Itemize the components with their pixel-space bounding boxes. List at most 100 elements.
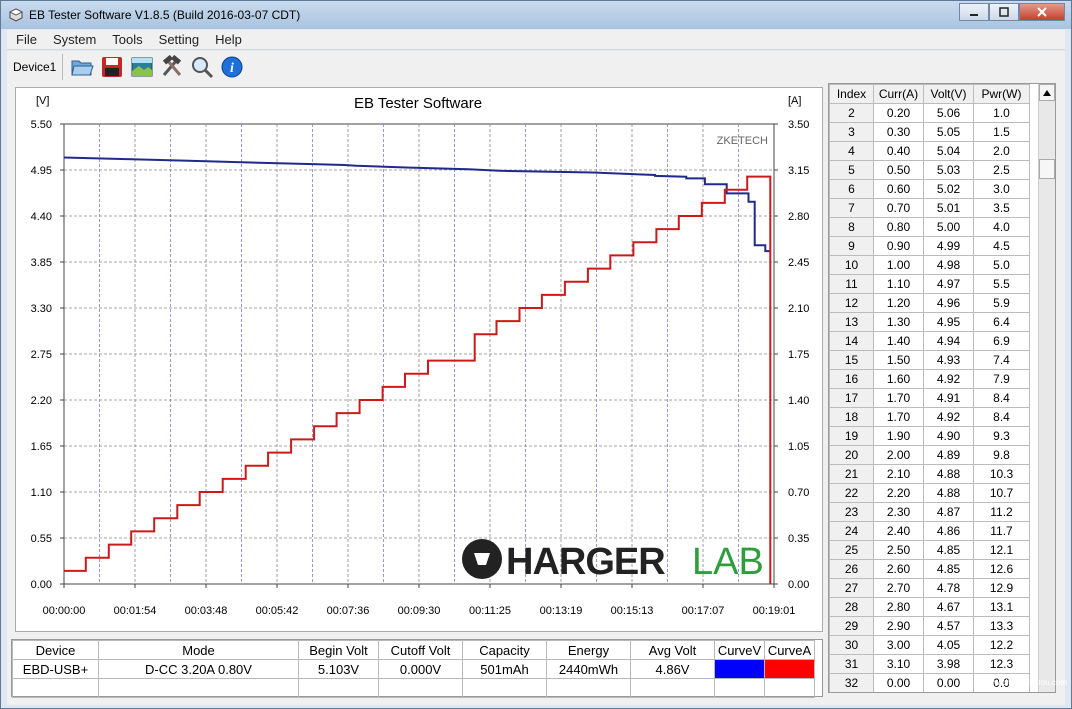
cell-index: 4 xyxy=(829,141,874,161)
x-tick-label: 00:15:13 xyxy=(611,605,654,617)
cell-curr: 1.20 xyxy=(873,293,924,313)
cell-index: 32 xyxy=(829,673,874,692)
table-row[interactable]: 26 2.60 4.85 12.6 xyxy=(829,559,1030,579)
cell-index: 17 xyxy=(829,388,874,408)
menu-setting[interactable]: Setting xyxy=(158,32,200,47)
cell-index: 18 xyxy=(829,407,874,427)
table-row[interactable]: 13 1.30 4.95 6.4 xyxy=(829,312,1030,332)
app-icon xyxy=(9,8,23,22)
summary-begin-volt: 5.103V xyxy=(298,659,379,679)
cell-volt: 4.90 xyxy=(923,426,974,446)
scroll-thumb[interactable] xyxy=(1039,159,1055,179)
table-row[interactable]: 18 1.70 4.92 8.4 xyxy=(829,407,1030,427)
menu-help[interactable]: Help xyxy=(215,32,242,47)
table-row[interactable]: 24 2.40 4.86 11.7 xyxy=(829,521,1030,541)
menu-bar: File System Tools Setting Help xyxy=(7,30,1065,50)
y-tick-label-right: 2.10 xyxy=(788,303,809,315)
cell-pwr: 8.4 xyxy=(973,388,1030,408)
table-row[interactable]: 12 1.20 4.96 5.9 xyxy=(829,293,1030,313)
cell-curr: 2.80 xyxy=(873,597,924,617)
image-button[interactable] xyxy=(128,53,156,81)
menu-file[interactable]: File xyxy=(16,32,37,47)
cell-pwr: 4.5 xyxy=(973,236,1030,256)
cell-volt: 4.93 xyxy=(923,350,974,370)
table-row[interactable]: 5 0.50 5.03 2.5 xyxy=(829,160,1030,180)
zoom-button[interactable] xyxy=(188,53,216,81)
table-row[interactable]: 8 0.80 5.00 4.0 xyxy=(829,217,1030,237)
cell-volt: 4.85 xyxy=(923,540,974,560)
table-row[interactable]: 16 1.60 4.92 7.9 xyxy=(829,369,1030,389)
title-bar[interactable]: EB Tester Software V1.8.5 (Build 2016-03… xyxy=(1,1,1071,29)
table-row[interactable]: 25 2.50 4.85 12.1 xyxy=(829,540,1030,560)
open-button[interactable] xyxy=(68,53,96,81)
close-button[interactable] xyxy=(1019,3,1065,21)
cell-curr: 1.00 xyxy=(873,255,924,275)
col-header-volt[interactable]: Volt(V) xyxy=(923,84,974,104)
summary-table: Device Mode Begin Volt Cutoff Volt Capac… xyxy=(12,640,815,698)
table-row[interactable]: 6 0.60 5.02 3.0 xyxy=(829,179,1030,199)
scroll-up-button[interactable] xyxy=(1039,84,1055,101)
cell-curr: 0.60 xyxy=(873,179,924,199)
chart-panel: [V] [A] EB Tester Software 5.50 4.95 4.40 3… xyxy=(15,87,823,632)
cell-volt: 4.98 xyxy=(923,255,974,275)
curvev-color-swatch[interactable] xyxy=(714,659,765,679)
x-tick-label: 00:09:30 xyxy=(398,605,441,617)
cell-pwr: 1.5 xyxy=(973,122,1030,142)
cell-index: 13 xyxy=(829,312,874,332)
col-header-pwr[interactable]: Pwr(W) xyxy=(973,84,1030,104)
table-row[interactable]: 31 3.10 3.98 12.3 xyxy=(829,654,1030,674)
table-scrollbar[interactable] xyxy=(1038,84,1055,692)
table-row[interactable]: 7 0.70 5.01 3.5 xyxy=(829,198,1030,218)
table-row[interactable]: 22 2.20 4.88 10.7 xyxy=(829,483,1030,503)
curvea-color-swatch[interactable] xyxy=(764,659,815,679)
table-row[interactable]: 23 2.30 4.87 11.2 xyxy=(829,502,1030,522)
col-header-index[interactable]: Index xyxy=(829,84,874,104)
device-tab[interactable]: Device1 xyxy=(7,54,64,80)
cell-curr: 1.40 xyxy=(873,331,924,351)
info-icon: i xyxy=(221,56,243,78)
info-button[interactable]: i xyxy=(218,53,246,81)
table-row[interactable]: 28 2.80 4.67 13.1 xyxy=(829,597,1030,617)
table-row[interactable]: 3 0.30 5.05 1.5 xyxy=(829,122,1030,142)
minimize-button[interactable] xyxy=(959,3,989,21)
table-row[interactable]: 27 2.70 4.78 12.9 xyxy=(829,578,1030,598)
y-tick-label-right: 0.35 xyxy=(788,533,809,545)
scroll-up-icon xyxy=(1043,89,1051,96)
save-icon xyxy=(102,57,123,77)
summary-header-device: Device xyxy=(12,640,99,660)
tools-button[interactable] xyxy=(158,53,186,81)
menu-tools[interactable]: Tools xyxy=(112,32,143,47)
table-row[interactable]: 30 3.00 4.05 12.2 xyxy=(829,635,1030,655)
table-row[interactable]: 21 2.10 4.88 10.3 xyxy=(829,464,1030,484)
table-row[interactable]: 11 1.10 4.97 5.5 xyxy=(829,274,1030,294)
table-row[interactable]: 29 2.90 4.57 13.3 xyxy=(829,616,1030,636)
menu-system[interactable]: System xyxy=(52,32,97,47)
table-row[interactable]: 2 0.20 5.06 1.0 xyxy=(829,103,1030,123)
cell-index: 30 xyxy=(829,635,874,655)
cell-curr: 1.30 xyxy=(873,312,924,332)
table-row[interactable]: 9 0.90 4.99 4.5 xyxy=(829,236,1030,256)
cell-curr: 0.90 xyxy=(873,236,924,256)
summary-header-mode: Mode xyxy=(98,640,299,660)
table-row[interactable]: 20 2.00 4.89 9.8 xyxy=(829,445,1030,465)
window-title: EB Tester Software V1.8.5 (Build 2016-03… xyxy=(29,8,301,22)
table-row[interactable]: 14 1.40 4.94 6.9 xyxy=(829,331,1030,351)
maximize-button[interactable] xyxy=(989,3,1019,21)
summary-device: EBD-USB+ xyxy=(12,659,99,679)
table-row[interactable]: 17 1.70 4.91 8.4 xyxy=(829,388,1030,408)
cell-volt: 4.92 xyxy=(923,407,974,427)
table-row[interactable]: 10 1.00 4.98 5.0 xyxy=(829,255,1030,275)
cell-index: 22 xyxy=(829,483,874,503)
table-row[interactable]: 32 0.00 0.00 0.0 xyxy=(829,673,1030,692)
table-row[interactable]: 19 1.90 4.90 9.3 xyxy=(829,426,1030,446)
summary-empty-cell xyxy=(98,678,299,698)
table-row[interactable]: 15 1.50 4.93 7.4 xyxy=(829,350,1030,370)
grid xyxy=(64,124,774,584)
col-header-curr[interactable]: Curr(A) xyxy=(873,84,924,104)
table-row[interactable]: 4 0.40 5.04 2.0 xyxy=(829,141,1030,161)
save-button[interactable] xyxy=(98,53,126,81)
minimize-icon xyxy=(970,14,978,16)
cell-pwr: 11.7 xyxy=(973,521,1030,541)
maximize-icon xyxy=(999,7,1009,17)
summary-panel: Device Mode Begin Volt Cutoff Volt Capac… xyxy=(11,639,823,698)
